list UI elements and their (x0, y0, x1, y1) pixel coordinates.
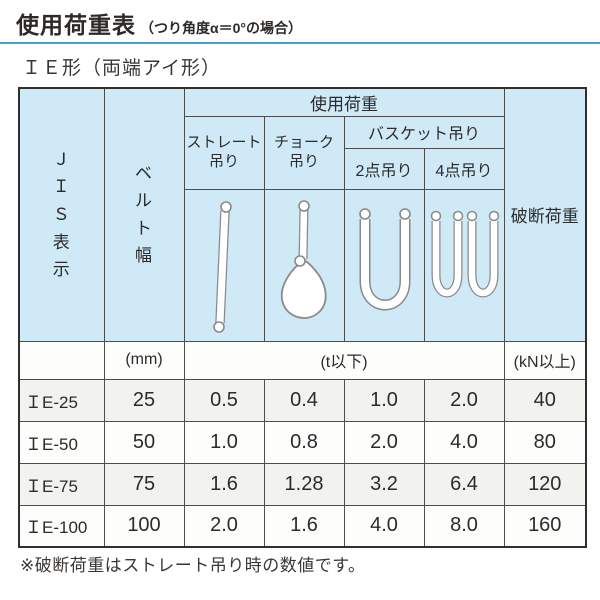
straight-load-value: 0.5 (183, 378, 265, 422)
model-subtitle: ＩＥ形（両端アイ形） (22, 58, 222, 79)
basket-2point-sling-icon (358, 208, 411, 311)
unit-belt-mm: (mm) (103, 340, 185, 380)
choke-load-value: 0.4 (263, 378, 345, 422)
choke-sling-icon (280, 200, 327, 319)
unit-cell-empty (18, 340, 105, 380)
col-header-basket-4point: 4点吊り (423, 147, 505, 190)
working-load-table: Ｊ Ｉ Ｓ 表 示 ベ ル ト 幅 使用荷重 破断荷重 ストレート 吊り チョー… (18, 87, 587, 548)
breaking-load-value: 120 (503, 462, 587, 506)
page-title-note: （つり角度α＝0°の場合） (140, 20, 302, 36)
basket-4point-icon-cell (423, 188, 505, 342)
table-row: ＩE-50 50 1.0 0.8 2.0 4.0 80 (18, 420, 587, 464)
belt-width-value: 50 (103, 420, 185, 464)
choke-sling-icon-cell (263, 188, 345, 342)
col-header-belt-width: ベ ル ト 幅 (103, 87, 185, 342)
table-row: ＩE-75 75 1.6 1.28 3.2 6.4 120 (18, 462, 587, 506)
jis-code: ＩE-25 (18, 378, 105, 422)
straight-load-value: 1.6 (183, 462, 265, 506)
col-header-straight-hitch: ストレート 吊り (183, 115, 265, 190)
basket2-load-value: 2.0 (343, 420, 425, 464)
unit-breaking-kn: (kN以上) (503, 340, 587, 380)
page-title-row: 使用荷重表 （つり角度α＝0°の場合） (16, 6, 302, 40)
page-title: 使用荷重表 (16, 12, 136, 38)
col-header-jis: Ｊ Ｉ Ｓ 表 示 (18, 87, 105, 342)
basket4-load-value: 4.0 (423, 420, 505, 464)
breaking-load-value: 80 (503, 420, 587, 464)
belt-width-value: 100 (103, 504, 185, 548)
jis-code: ＩE-75 (18, 462, 105, 506)
breaking-load-value: 160 (503, 504, 587, 548)
table-row: ＩE-25 25 0.5 0.4 1.0 2.0 40 (18, 378, 587, 422)
straight-load-value: 2.0 (183, 504, 265, 548)
col-header-working-load: 使用荷重 (183, 87, 505, 117)
basket2-load-value: 3.2 (343, 462, 425, 506)
col-header-basket-hitch: バスケット吊り (343, 115, 505, 149)
footnote: ※破断荷重はストレート吊り時の数値です。 (20, 556, 366, 575)
breaking-load-value: 40 (503, 378, 587, 422)
basket-2point-icon-cell (343, 188, 425, 342)
col-header-choke-hitch: チョーク 吊り (263, 115, 345, 190)
table-row: ＩE-100 100 2.0 1.6 4.0 8.0 160 (18, 504, 587, 548)
straight-sling-icon (213, 201, 232, 333)
basket2-load-value: 4.0 (343, 504, 425, 548)
straight-sling-icon-cell (183, 188, 265, 342)
basket4-load-value: 2.0 (423, 378, 505, 422)
jis-code: ＩE-100 (18, 504, 105, 548)
belt-width-value: 25 (103, 378, 185, 422)
choke-load-value: 1.28 (263, 462, 345, 506)
choke-load-value: 0.8 (263, 420, 345, 464)
basket-4point-sling-icon (430, 210, 499, 298)
col-header-basket-2point: 2点吊り (343, 147, 425, 190)
col-header-breaking-load: 破断荷重 (503, 87, 587, 342)
belt-width-value: 75 (103, 462, 185, 506)
basket4-load-value: 6.4 (423, 462, 505, 506)
title-divider (0, 42, 600, 44)
unit-load-tons: (t以下) (183, 340, 505, 380)
jis-code: ＩE-50 (18, 420, 105, 464)
choke-load-value: 1.6 (263, 504, 345, 548)
basket2-load-value: 1.0 (343, 378, 425, 422)
basket4-load-value: 8.0 (423, 504, 505, 548)
straight-load-value: 1.0 (183, 420, 265, 464)
